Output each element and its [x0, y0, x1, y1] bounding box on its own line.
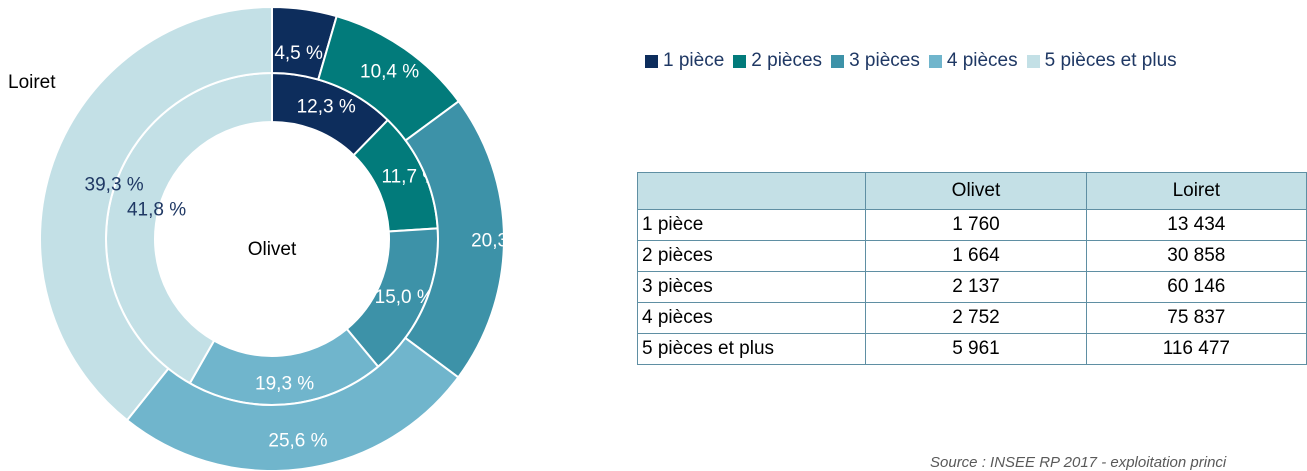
table-row: 1 pièce 1 760 13 434	[636, 209, 1307, 241]
table-row: 5 pièces et plus 5 961 116 477	[636, 333, 1307, 365]
table-header-cell	[636, 172, 867, 210]
source-note: Source : INSEE RP 2017 - exploitation pr…	[930, 454, 1227, 471]
inner-slice-label: 15,0 %	[375, 287, 434, 308]
legend-swatch	[1026, 54, 1040, 68]
inner-slice-label: 12,3 %	[297, 97, 356, 118]
table-header-row: Olivet Loiret	[636, 172, 1307, 210]
legend-label: 4 pièces	[946, 50, 1018, 71]
table-row: 4 pièces 2 752 75 837	[636, 302, 1307, 334]
legend-item: 2 pièces	[733, 50, 822, 72]
legend-item: 3 pièces	[831, 50, 920, 72]
table-cell: 116 477	[1085, 333, 1307, 365]
table-cell: 5 pièces et plus	[636, 333, 867, 365]
legend-swatch	[928, 54, 942, 68]
table-row: 3 pièces 2 137 60 146	[636, 271, 1307, 303]
donut-chart: 12,3 %11,7 %15,0 %19,3 %41,8 %4,5 %10,4 …	[8, 5, 530, 470]
table-cell: 13 434	[1085, 209, 1307, 241]
table-cell: 75 837	[1085, 302, 1307, 334]
outer-ring-slice	[125, 336, 460, 470]
legend-label: 3 pièces	[849, 50, 920, 71]
table-cell: 2 137	[865, 271, 1087, 303]
outer-slice-label: 39,3 %	[85, 175, 144, 196]
legend-item: 5 pièces et plus	[1026, 50, 1177, 72]
table-cell: 5 961	[865, 333, 1087, 365]
table-cell: 1 760	[865, 209, 1087, 241]
data-table: Olivet Loiret 1 pièce 1 760 13 434 2 piè…	[636, 172, 1307, 365]
center-label: Olivet	[248, 239, 297, 260]
table-cell: 30 858	[1085, 240, 1307, 272]
table-cell: 2 pièces	[636, 240, 867, 272]
table-cell: 1 664	[865, 240, 1087, 272]
outer-ring-slice	[39, 5, 273, 422]
table-header-cell: Olivet	[865, 172, 1087, 210]
legend-swatch	[831, 54, 845, 68]
table-header-cell: Loiret	[1085, 172, 1307, 210]
outer-slice-label: 10,4 %	[360, 61, 419, 82]
inner-slice-label: 19,3 %	[255, 373, 314, 394]
table-cell: 2 752	[865, 302, 1087, 334]
table-cell: 60 146	[1085, 271, 1307, 303]
outer-slice-label: 4,5 %	[274, 43, 323, 64]
legend-item: 4 pièces	[928, 50, 1018, 72]
legend-label: 5 pièces et plus	[1044, 50, 1177, 71]
legend-label: 2 pièces	[751, 50, 823, 71]
outer-slice-label: 25,6 %	[268, 431, 327, 452]
outer-ring-label: Loiret	[8, 72, 56, 93]
legend-swatch	[645, 54, 658, 68]
legend-swatch	[733, 54, 747, 68]
inner-slice-label: 41,8 %	[127, 199, 186, 220]
chart-legend: 1 pièce 2 pièces 3 pièces 4 pièces 5 piè…	[645, 48, 1177, 74]
table-cell: 3 pièces	[636, 271, 867, 303]
table-cell: 1 pièce	[636, 209, 867, 241]
table-row: 2 pièces 1 664 30 858	[636, 240, 1307, 272]
outer-slice-label: 20,3 %	[471, 230, 530, 251]
legend-item: 1 pièce	[645, 50, 724, 72]
table-cell: 4 pièces	[636, 302, 867, 334]
legend-label: 1 pièce	[663, 50, 725, 71]
